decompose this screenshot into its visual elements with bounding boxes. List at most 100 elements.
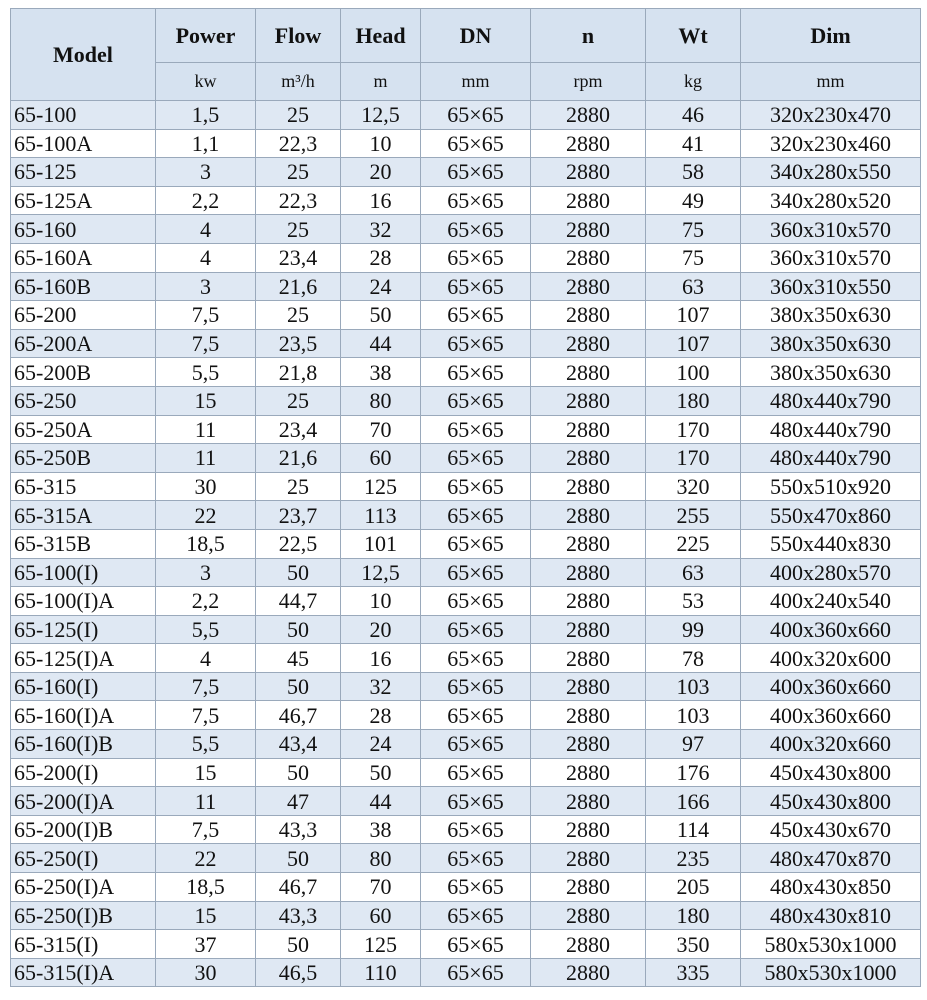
- table-cell: 2880: [530, 443, 646, 473]
- table-cell: 99: [645, 614, 741, 645]
- table-cell: 2880: [530, 757, 646, 788]
- table-cell: 176: [645, 757, 741, 788]
- table-cell: 103: [645, 671, 741, 702]
- table-cell: 50: [340, 300, 421, 330]
- table-cell: 360x310x570: [740, 214, 921, 244]
- table-cell: 2880: [530, 814, 646, 845]
- table-row: 65-160(I) 7,5 50 32 65×65 2880 103 400x360x660: [10, 671, 921, 702]
- table-cell: 170: [645, 443, 741, 473]
- model-cell: 65-160(I)A: [10, 700, 156, 731]
- model-cell: 65-160A: [10, 242, 156, 273]
- table-cell: 65×65: [420, 614, 531, 645]
- table-cell: 103: [645, 700, 741, 731]
- table-cell: 50: [255, 614, 341, 645]
- table-cell: 400x320x660: [740, 729, 921, 759]
- table-cell: 75: [645, 242, 741, 273]
- table-row: 65-200(I) 15 50 50 65×65 2880 176 450x430x800: [10, 757, 921, 788]
- table-cell: 2880: [530, 157, 646, 187]
- table-cell: 53: [645, 586, 741, 616]
- table-cell: 580x530x1000: [740, 957, 921, 988]
- table-cell: 16: [340, 185, 421, 216]
- table-cell: 28: [340, 700, 421, 731]
- table-cell: 2880: [530, 557, 646, 588]
- table-cell: 380x350x630: [740, 300, 921, 330]
- table-cell: 24: [340, 271, 421, 302]
- model-cell: 65-100(I)A: [10, 586, 156, 616]
- table-cell: 65×65: [420, 872, 531, 902]
- table-cell: 22: [155, 843, 256, 874]
- table-cell: 65×65: [420, 729, 531, 759]
- table-cell: 44,7: [255, 586, 341, 616]
- table-cell: 335: [645, 957, 741, 988]
- table-cell: 7,5: [155, 700, 256, 731]
- table-cell: 107: [645, 328, 741, 359]
- table-cell: 70: [340, 872, 421, 902]
- table-cell: 65×65: [420, 843, 531, 874]
- unit-cell: mm: [420, 62, 531, 101]
- table-row: 65-200B 5,5 21,8 38 65×65 2880 100 380x350x630: [10, 357, 921, 387]
- table-cell: 580x530x1000: [740, 929, 921, 959]
- table-cell: 65×65: [420, 500, 531, 530]
- table-cell: 21,6: [255, 443, 341, 473]
- table-cell: 225: [645, 528, 741, 559]
- table-cell: 65×65: [420, 185, 531, 216]
- table-cell: 65×65: [420, 471, 531, 502]
- table-cell: 65×65: [420, 271, 531, 302]
- table-row: 65-100A 1,1 22,3 10 65×65 2880 41 320x230x460: [10, 128, 921, 159]
- model-cell: 65-250(I): [10, 843, 156, 874]
- table-cell: 400x360x660: [740, 700, 921, 731]
- table-cell: 65×65: [420, 357, 531, 387]
- table-cell: 30: [155, 957, 256, 988]
- column-header: Head: [340, 8, 421, 63]
- unit-cell: m: [340, 62, 421, 101]
- table-cell: 28: [340, 242, 421, 273]
- table-cell: 97: [645, 729, 741, 759]
- table-cell: 49: [645, 185, 741, 216]
- table-cell: 65×65: [420, 214, 531, 244]
- table-cell: 24: [340, 729, 421, 759]
- table-cell: 4: [155, 643, 256, 673]
- table-row: 65-315(I) 37 50 125 65×65 2880 350 580x530x1000: [10, 929, 921, 959]
- table-row: 65-200(I)B 7,5 43,3 38 65×65 2880 114 450x430x6…: [10, 814, 921, 845]
- table-cell: 25: [255, 100, 341, 130]
- table-cell: 65×65: [420, 128, 531, 159]
- table-cell: 22,5: [255, 528, 341, 559]
- table-cell: 38: [340, 814, 421, 845]
- table-cell: 25: [255, 385, 341, 416]
- table-cell: 11: [155, 414, 256, 445]
- table-cell: 65×65: [420, 814, 531, 845]
- table-cell: 101: [340, 528, 421, 559]
- table-row: 65-160B 3 21,6 24 65×65 2880 63 360x310x550: [10, 271, 921, 302]
- table-cell: 10: [340, 128, 421, 159]
- model-cell: 65-160(I)B: [10, 729, 156, 759]
- column-header: Wt: [645, 8, 741, 63]
- table-cell: 60: [340, 900, 421, 931]
- unit-cell: m³/h: [255, 62, 341, 101]
- table-cell: 37: [155, 929, 256, 959]
- table-cell: 11: [155, 443, 256, 473]
- table-cell: 15: [155, 385, 256, 416]
- column-header: Dim: [740, 8, 921, 63]
- model-cell: 65-160: [10, 214, 156, 244]
- table-cell: 41: [645, 128, 741, 159]
- table-cell: 65×65: [420, 700, 531, 731]
- table-cell: 480x430x850: [740, 872, 921, 902]
- table-cell: 78: [645, 643, 741, 673]
- table-cell: 10: [340, 586, 421, 616]
- table-cell: 65×65: [420, 157, 531, 187]
- table-row: 65-160A 4 23,4 28 65×65 2880 75 360x310x570: [10, 242, 921, 273]
- table-cell: 2880: [530, 271, 646, 302]
- table-cell: 65×65: [420, 643, 531, 673]
- table-cell: 5,5: [155, 614, 256, 645]
- table-cell: 2880: [530, 185, 646, 216]
- table-cell: 3: [155, 271, 256, 302]
- table-cell: 65×65: [420, 328, 531, 359]
- table-cell: 80: [340, 385, 421, 416]
- table-cell: 7,5: [155, 300, 256, 330]
- table-cell: 550x470x860: [740, 500, 921, 530]
- table-cell: 480x440x790: [740, 443, 921, 473]
- table-cell: 166: [645, 786, 741, 816]
- model-cell: 65-100: [10, 100, 156, 130]
- column-header: n: [530, 8, 646, 63]
